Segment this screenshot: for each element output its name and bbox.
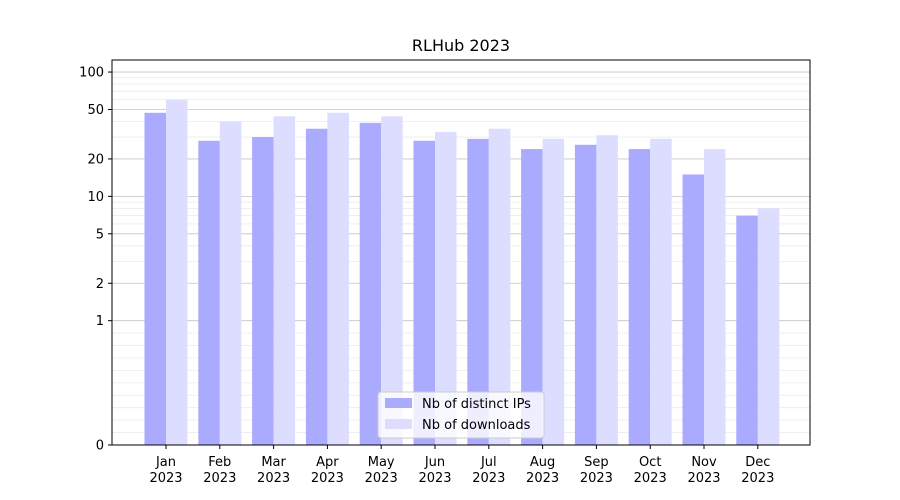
x-tick-label-month: Jul xyxy=(480,455,497,470)
bar-distinct-ips xyxy=(682,174,704,445)
x-tick-label-year: 2023 xyxy=(526,471,559,486)
x-tick-label-month: Apr xyxy=(316,455,339,470)
y-tick-label: 100 xyxy=(79,66,104,81)
legend-box xyxy=(377,391,545,439)
bar-downloads xyxy=(166,99,188,445)
x-tick-label-month: Feb xyxy=(208,455,231,470)
x-tick-label-month: Jun xyxy=(424,455,445,470)
bar-downloads xyxy=(219,121,242,446)
bar-downloads xyxy=(650,138,672,445)
x-tick-label-year: 2023 xyxy=(257,471,290,486)
legend-swatch-distinct-ips xyxy=(385,398,412,408)
x-axis: Jan2023Feb2023Mar2023Apr2023May2023Jun20… xyxy=(149,445,774,486)
legend-label-distinct-ips: Nb of distinct IPs xyxy=(422,397,531,412)
x-tick-label-year: 2023 xyxy=(149,471,182,486)
bar-downloads xyxy=(757,208,780,445)
bars xyxy=(144,99,780,446)
chart-title: RLHub 2023 xyxy=(412,36,510,55)
bar-distinct-ips xyxy=(413,140,435,445)
bar-downloads xyxy=(435,131,457,446)
x-tick-label-year: 2023 xyxy=(634,471,667,486)
y-tick-label: 0 xyxy=(96,439,104,454)
x-tick-label-year: 2023 xyxy=(472,471,505,486)
bar-distinct-ips xyxy=(521,149,543,445)
x-tick-label-month: Nov xyxy=(691,455,717,470)
bar-distinct-ips xyxy=(628,149,651,445)
bar-distinct-ips xyxy=(467,138,489,445)
x-tick-label-year: 2023 xyxy=(580,471,613,486)
bar-downloads xyxy=(704,149,726,445)
x-tick-label-year: 2023 xyxy=(311,471,344,486)
x-tick-label-year: 2023 xyxy=(203,471,236,486)
x-tick-label-year: 2023 xyxy=(741,471,774,486)
y-tick-label: 2 xyxy=(96,277,104,292)
y-axis: 0 1 2 5 10 20 50 100 xyxy=(79,66,112,454)
y-tick-label: 50 xyxy=(87,103,104,118)
x-tick-label-month: Mar xyxy=(261,455,286,470)
x-tick-label-month: May xyxy=(368,455,395,470)
bar-downloads xyxy=(381,116,403,445)
bar-distinct-ips xyxy=(144,112,166,445)
x-tick-label-month: Sep xyxy=(584,455,609,470)
bar-distinct-ips xyxy=(198,140,220,445)
bar-distinct-ips xyxy=(359,122,382,445)
bar-downloads xyxy=(327,112,349,445)
x-tick-label-month: Oct xyxy=(639,455,661,470)
bar-downloads xyxy=(488,128,511,445)
legend-swatch-downloads xyxy=(385,419,412,429)
bar-downloads xyxy=(273,116,296,445)
x-tick-label-year: 2023 xyxy=(687,471,720,486)
x-tick-label-month: Aug xyxy=(530,455,555,470)
x-tick-label-year: 2023 xyxy=(418,471,451,486)
bar-distinct-ips xyxy=(305,128,328,445)
bar-downloads xyxy=(596,135,618,446)
legend-label-downloads: Nb of downloads xyxy=(422,418,531,433)
x-tick-label-month: Dec xyxy=(745,455,770,470)
bar-distinct-ips xyxy=(252,137,274,445)
bar-distinct-ips xyxy=(574,144,597,445)
y-tick-label: 5 xyxy=(96,227,104,242)
plot-frame xyxy=(111,59,811,446)
y-tick-label: 20 xyxy=(87,152,104,167)
bar-distinct-ips xyxy=(736,215,758,445)
x-tick-label-year: 2023 xyxy=(365,471,398,486)
x-tick-label-month: Jan xyxy=(155,455,176,470)
y-tick-label: 1 xyxy=(96,314,104,329)
bar-downloads xyxy=(542,138,565,445)
legend: Nb of distinct IPs Nb of downloads xyxy=(377,391,545,439)
y-tick-label: 10 xyxy=(87,190,104,205)
